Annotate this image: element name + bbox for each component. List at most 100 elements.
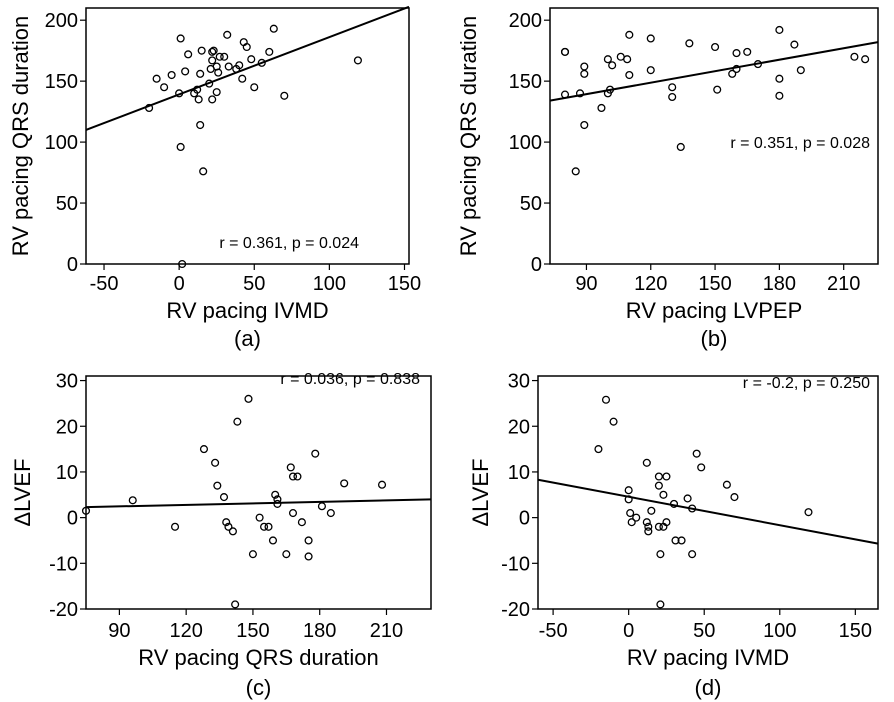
y-tick-label: 30	[508, 371, 530, 393]
y-tick-label: 200	[45, 10, 78, 32]
data-point	[81, 506, 91, 515]
stat-annotation: r = 0.361, p = 0.024	[219, 235, 359, 252]
data-point	[609, 417, 618, 426]
data-point	[176, 34, 185, 43]
data-point	[194, 95, 203, 104]
data-point	[269, 24, 278, 33]
data-point	[728, 69, 737, 78]
data-point	[688, 504, 697, 513]
stat-annotation: r = -0.2, p = 0.250	[743, 375, 870, 392]
data-point	[697, 463, 706, 472]
x-tick-label: 150	[839, 620, 872, 642]
data-point	[250, 83, 259, 92]
data-point	[804, 508, 813, 517]
y-tick-label: 10	[508, 462, 530, 484]
data-point	[688, 550, 697, 559]
data-point	[775, 25, 784, 34]
data-point	[282, 550, 291, 559]
data-point	[796, 66, 805, 75]
panel-label: (b)	[701, 326, 728, 351]
data-point	[265, 47, 274, 56]
data-point	[340, 479, 349, 488]
data-point	[571, 167, 580, 176]
y-axis-title: RV pacing QRS duration	[456, 16, 481, 257]
data-point	[184, 50, 193, 59]
data-point	[304, 536, 313, 545]
data-point	[644, 522, 653, 531]
data-point	[209, 46, 218, 55]
data-point	[317, 502, 326, 511]
x-axis-title: RV pacing QRS duration	[138, 645, 379, 670]
y-tick-label: 0	[67, 508, 78, 530]
data-point	[575, 89, 585, 98]
data-point	[224, 62, 233, 71]
data-point	[242, 42, 251, 52]
data-point	[642, 458, 651, 467]
y-tick-label: 100	[45, 132, 78, 154]
data-point	[732, 49, 741, 58]
x-tick-label: 150	[388, 273, 421, 295]
y-tick-label: -20	[501, 599, 530, 621]
data-point	[668, 83, 677, 92]
data-point	[692, 449, 701, 458]
data-point	[208, 56, 217, 65]
regression-line	[85, 498, 432, 509]
data-point	[642, 518, 651, 527]
panel-label: (c)	[246, 675, 272, 700]
data-point	[711, 42, 720, 52]
data-point	[654, 522, 663, 531]
data-point	[233, 417, 242, 426]
data-point	[231, 600, 240, 609]
x-axis-title: RV pacing IVMD	[627, 645, 789, 670]
data-point	[260, 522, 269, 531]
data-point	[608, 61, 617, 70]
data-point	[288, 472, 298, 481]
data-point	[677, 536, 686, 545]
x-axis-title: RV pacing LVPEP	[626, 298, 803, 323]
data-point	[713, 85, 722, 94]
x-tick-label: 120	[169, 620, 202, 642]
x-axis-title: RV pacing IVMD	[166, 298, 328, 323]
data-point	[167, 70, 176, 80]
data-point	[222, 518, 231, 527]
y-axis-title: RV pacing QRS duration	[8, 16, 33, 257]
data-point	[850, 52, 859, 61]
data-point	[626, 509, 635, 518]
data-point	[623, 55, 632, 64]
x-tick-label: 180	[303, 620, 336, 642]
data-point	[861, 55, 870, 64]
data-point	[176, 142, 185, 152]
y-tick-label: 20	[56, 416, 78, 438]
data-point	[196, 69, 205, 78]
y-tick-label: -10	[49, 553, 78, 575]
data-point	[775, 74, 784, 83]
data-point	[656, 550, 665, 559]
data-point	[224, 522, 233, 531]
data-point	[297, 518, 306, 527]
y-axis-title: ΔLVEF	[10, 458, 35, 526]
data-point	[247, 55, 256, 64]
chart-panel: -50 0 50 100 150 0 50 100 150 200 r = 0.361, p = 0…	[8, 5, 421, 351]
y-tick-label: 0	[531, 254, 542, 276]
x-tick-label: 150	[698, 273, 731, 295]
data-point	[235, 61, 244, 70]
data-point	[654, 472, 663, 481]
data-point	[170, 522, 180, 531]
chart-panel: 90 120 150 180 210 -20 -10 0 10 20 30 r = 0.036, p …	[10, 371, 432, 700]
data-point	[199, 167, 208, 176]
data-point	[683, 494, 692, 503]
data-point	[668, 92, 677, 102]
data-point	[605, 85, 615, 94]
data-point	[790, 40, 799, 49]
data-point	[671, 536, 680, 545]
data-point	[208, 95, 217, 104]
data-point	[377, 480, 387, 489]
data-point	[293, 472, 302, 481]
data-point	[654, 481, 663, 490]
data-point	[659, 490, 668, 499]
data-point	[271, 490, 280, 499]
y-tick-label: 50	[520, 193, 542, 215]
y-tick-label: 200	[509, 10, 542, 32]
data-point	[193, 85, 202, 94]
y-tick-label: -10	[501, 553, 530, 575]
